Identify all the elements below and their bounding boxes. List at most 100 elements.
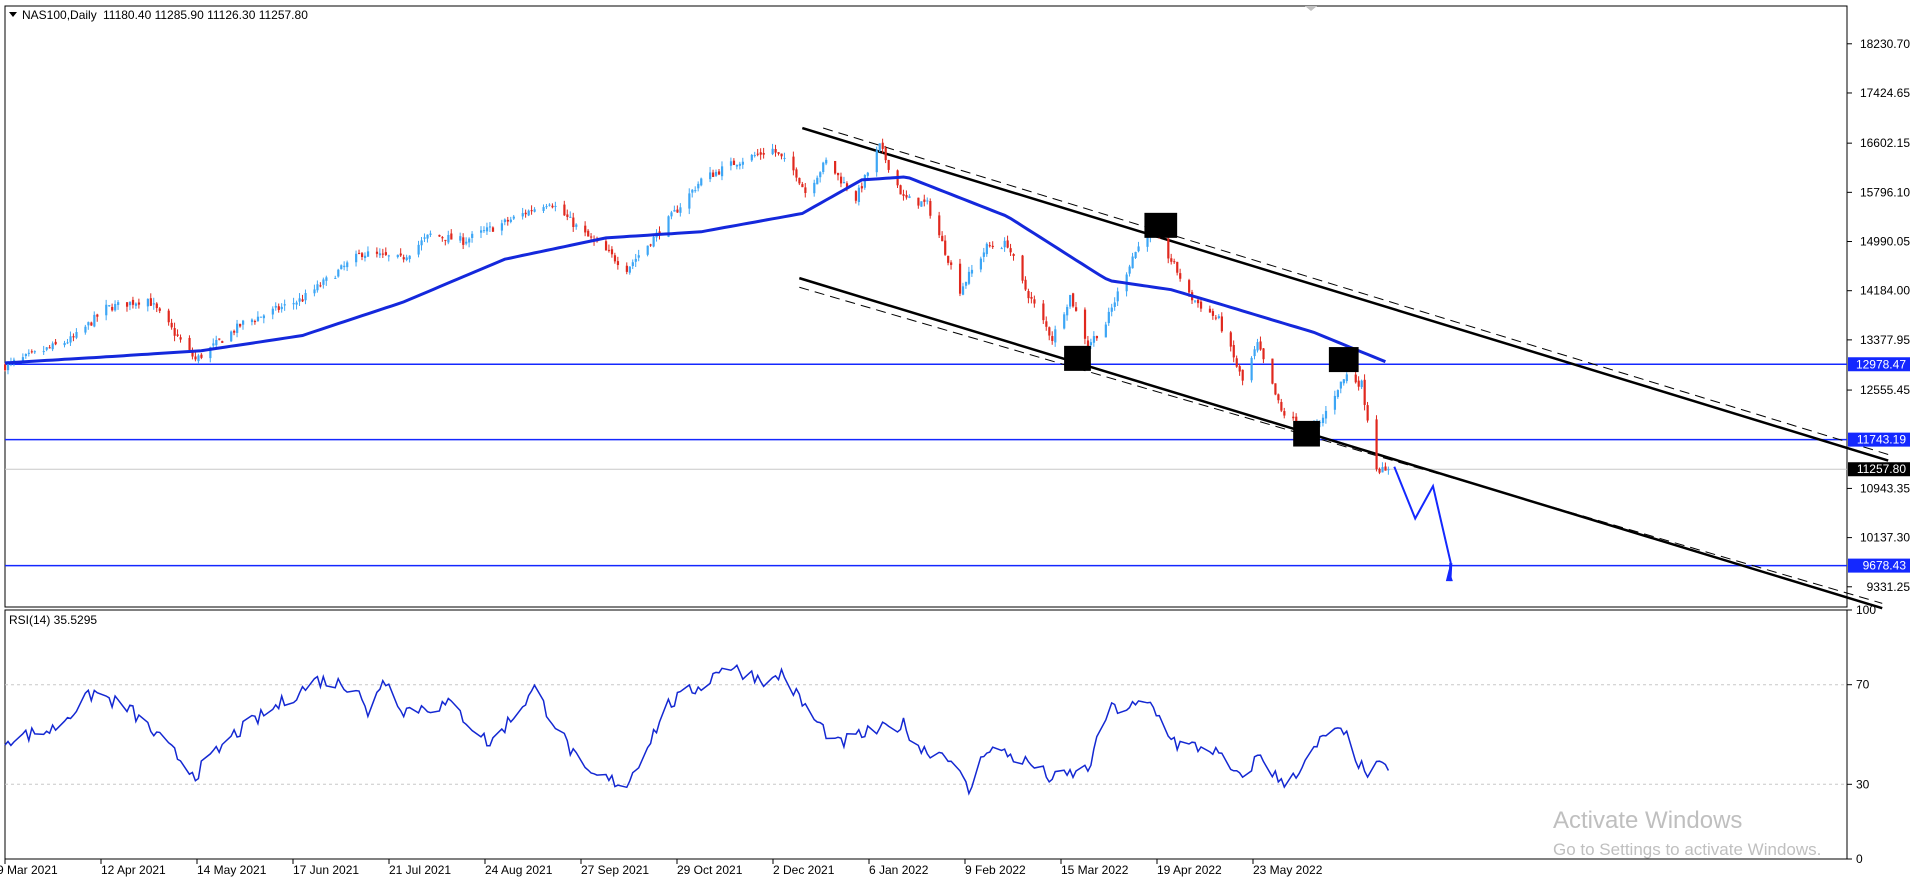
candle-body (857, 187, 861, 203)
time-tick-label: 9 Mar 2021 (0, 863, 58, 877)
candle-body (1199, 301, 1203, 309)
candle-body (468, 238, 471, 243)
price-pane-frame (4, 5, 1848, 608)
channel-lower-dashed-line (799, 286, 1883, 604)
triangle-down-icon[interactable] (9, 12, 17, 17)
candle-body (1030, 296, 1033, 299)
candle-body (756, 153, 759, 155)
candle-body (429, 233, 432, 235)
candle-body (239, 323, 242, 327)
candle-body (1137, 246, 1140, 252)
candle-body (741, 161, 744, 165)
candle-body (459, 236, 462, 241)
rsi-level-lines (5, 684, 1847, 785)
candle-body (322, 279, 325, 285)
candle-body (236, 323, 239, 333)
candle-body (923, 199, 926, 202)
candle-body (63, 342, 66, 346)
candle-body (610, 249, 614, 255)
candle-body (646, 245, 649, 255)
candle-body (961, 286, 965, 295)
moving-average-line (4, 175, 1386, 365)
candle-body (1009, 248, 1012, 253)
rsi-axis[interactable]: 100 70 30 0 (1847, 603, 1876, 866)
candle-body (941, 235, 944, 242)
candle-body (649, 244, 652, 246)
candle-body (554, 205, 557, 207)
candle-body (1167, 238, 1170, 259)
candle-body (24, 354, 28, 357)
candle-body (194, 356, 197, 360)
candle-body (709, 172, 712, 180)
candle-body (1277, 394, 1280, 401)
candle-body (720, 166, 724, 177)
rsi-pane[interactable]: 100 70 30 0 RSI(14) 35.5295 (4, 603, 1876, 866)
candle-body (1173, 261, 1176, 263)
highlight-box (1293, 420, 1320, 447)
candle-body (1235, 358, 1238, 367)
highlight-box (1328, 347, 1359, 373)
candle-body (1241, 369, 1244, 381)
candle-body (780, 153, 783, 157)
candle-body (295, 302, 298, 305)
candle-body (967, 271, 971, 284)
candle-body (533, 209, 536, 212)
candle-body (944, 240, 947, 255)
price-tick-label: 13377.95 (1860, 333, 1910, 347)
candle-body (45, 347, 48, 350)
highlight-box (1144, 212, 1178, 238)
candle-body (839, 176, 843, 184)
price-pane[interactable]: 18230.70 17424.65 16602.15 15796.10 14990.05… (4, 5, 1910, 610)
candle-body (1027, 291, 1030, 299)
time-axis[interactable]: 9 Mar 2021 12 Apr 2021 14 May 2021 17 Jun 2… (0, 859, 1323, 877)
candle-body (804, 187, 807, 193)
candle-body (355, 253, 358, 263)
candle-body (985, 243, 988, 255)
candle-body (1072, 293, 1075, 307)
level-tag (1848, 558, 1910, 573)
candle-body (72, 336, 75, 338)
candle-body (173, 328, 176, 336)
candle-body (920, 201, 923, 207)
candle-body (530, 210, 533, 212)
candle-body (1280, 401, 1283, 411)
candle-body (964, 282, 968, 286)
candle-body (87, 322, 90, 326)
candle-body (837, 172, 840, 176)
candle-body (1128, 266, 1131, 274)
candle-body (1283, 411, 1286, 416)
candle-body (218, 338, 221, 340)
candle-body (188, 337, 191, 350)
candle-body (1006, 240, 1009, 248)
time-tick-label: 15 Mar 2022 (1061, 863, 1129, 877)
candle-body (384, 252, 387, 255)
candle-body (1250, 357, 1253, 381)
candle-body (438, 234, 441, 237)
candle-body (1214, 317, 1218, 319)
candle-body (1378, 468, 1381, 473)
time-tick-label: 14 May 2021 (197, 863, 267, 877)
candle-body (905, 195, 908, 198)
candle-body (337, 269, 340, 277)
candle-body (233, 330, 236, 333)
candle-body (524, 212, 527, 215)
candle-body (1336, 390, 1339, 397)
candle-body (42, 351, 45, 353)
candle-body (854, 191, 858, 201)
candle-body (1384, 466, 1387, 471)
candle-body (777, 152, 780, 154)
candle-body (488, 226, 492, 228)
candle-body (363, 255, 367, 259)
candle-body (340, 265, 343, 270)
candle-body (1196, 299, 1200, 304)
price-tick-label: 10137.30 (1860, 531, 1910, 545)
projection-arrow-icon (1445, 562, 1453, 582)
candle-body (860, 186, 863, 189)
price-axis[interactable]: 18230.70 17424.65 16602.15 15796.10 14990.05… (1847, 37, 1910, 594)
candle-body (1086, 340, 1090, 347)
shift-marker-icon[interactable] (1305, 6, 1317, 11)
level-tag-label: 9678.43 (1863, 559, 1907, 573)
candle-body (292, 303, 295, 305)
